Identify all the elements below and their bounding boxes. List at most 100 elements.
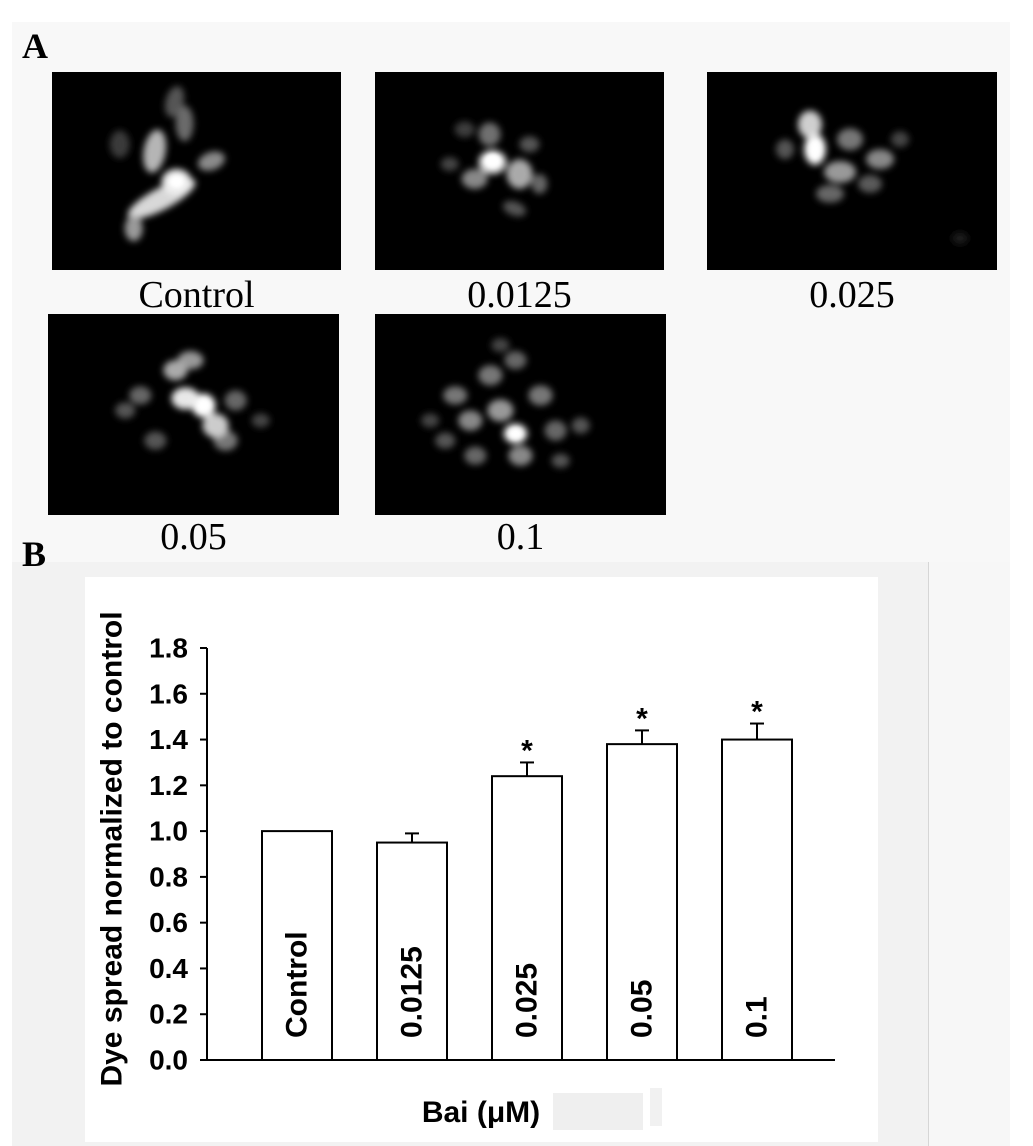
caption-0-1: 0.1: [496, 516, 545, 558]
background-patch: [650, 1088, 662, 1126]
cell: [519, 136, 540, 153]
cell: [891, 131, 909, 148]
chart-marks: 0.0 0.2 0.4 0.6 0.8 1.0 1.2 1.4 1.6 1.8 Control 0.0…: [149, 633, 793, 1076]
y-tick-label: 0.8: [149, 861, 188, 892]
cell: [124, 215, 143, 242]
y-tick-label: 0.6: [149, 907, 188, 938]
bright-cell: [484, 154, 501, 169]
bar-category-label: 0.05: [626, 980, 659, 1038]
cell: [824, 161, 856, 183]
micrograph-0-0125: [375, 72, 664, 270]
cell: [175, 105, 194, 142]
cell: [952, 232, 968, 245]
cell: [461, 169, 488, 189]
cell: [487, 399, 514, 422]
x-axis-label: Bai (μM): [422, 1096, 540, 1129]
bar-control: [261, 830, 333, 1061]
bar-category-label: 0.0125: [396, 946, 429, 1038]
bar-0-025: [491, 775, 563, 1062]
cell: [504, 351, 527, 370]
panel-b-side-background: [929, 562, 1010, 1146]
bar-category-label: 0.1: [741, 996, 774, 1038]
cell: [508, 445, 533, 466]
caption-control: Control: [138, 274, 255, 316]
caption-0-025: 0.025: [809, 274, 895, 316]
bar-category-label: Control: [281, 931, 314, 1038]
y-tick-label: 1.8: [149, 633, 188, 664]
background-patch: [553, 1093, 643, 1130]
cell: [544, 420, 567, 441]
y-tick-label: 1.4: [149, 724, 188, 755]
cell: [491, 338, 510, 353]
significance-asterisk: *: [751, 696, 763, 729]
y-tick-label: 1.6: [149, 678, 188, 709]
bright-cell: [508, 427, 523, 440]
caption-0-0125: 0.0125: [467, 274, 572, 316]
bar-category-label: 0.025: [511, 963, 544, 1038]
micrograph-0-025: [707, 72, 997, 270]
y-tick-label: 0.4: [149, 953, 188, 984]
cell-cluster: [109, 86, 225, 242]
cell: [454, 121, 475, 138]
cell: [224, 390, 247, 411]
panel-divider: [928, 562, 929, 1146]
cell: [443, 386, 468, 405]
bright-cell: [196, 398, 211, 413]
cell: [144, 431, 167, 450]
bar-0-05: [606, 743, 678, 1061]
cell: [163, 360, 188, 381]
cell: [440, 157, 459, 171]
cell: [866, 149, 894, 170]
cell: [528, 385, 553, 406]
micrograph-image: [421, 338, 590, 468]
cell-cluster: [776, 110, 968, 245]
cell: [464, 446, 487, 465]
y-tick-label: 0.0: [149, 1045, 188, 1076]
cell: [435, 432, 456, 449]
bar-chart: 0.0 0.2 0.4 0.6 0.8 1.0 1.2 1.4 1.6 1.8 Control 0.0…: [96, 611, 835, 1130]
bright-cell: [169, 175, 184, 188]
cell: [421, 413, 440, 428]
cell: [551, 453, 570, 468]
micrograph-image: [109, 86, 225, 242]
y-tick-label: 0.2: [149, 999, 188, 1030]
panel-b-label: B: [22, 534, 47, 574]
significance-asterisk: *: [636, 702, 648, 735]
micrograph-0-05: [48, 314, 339, 515]
cell-cluster: [421, 338, 590, 468]
cell: [837, 128, 863, 151]
cell: [478, 365, 503, 386]
cell: [251, 413, 270, 428]
cell: [202, 413, 229, 438]
cell: [776, 139, 794, 160]
y-tick-label: 1.0: [149, 816, 188, 847]
micrograph-image: [115, 351, 270, 451]
cell: [816, 184, 844, 203]
micrograph-0-1: [375, 314, 666, 515]
micrograph-control: [52, 72, 341, 270]
cell: [798, 110, 822, 139]
bar-0-1: [721, 738, 793, 1062]
panel-a-label: A: [22, 26, 48, 66]
cell-cluster: [115, 351, 270, 451]
micrograph-image: [776, 110, 968, 245]
cell: [506, 159, 533, 189]
cell: [503, 200, 527, 217]
cell: [115, 402, 136, 419]
caption-0-05: 0.05: [160, 516, 227, 558]
y-axis-label: Dye spread normalized to control: [96, 611, 129, 1086]
cell: [129, 386, 152, 405]
bright-cell: [809, 139, 821, 160]
cell: [531, 173, 548, 194]
cell: [478, 122, 501, 147]
cell: [458, 410, 483, 431]
cell-cluster: [440, 121, 548, 217]
micrograph-image: [440, 121, 548, 217]
cell: [858, 174, 882, 193]
y-tick-label: 1.2: [149, 770, 188, 801]
cell: [571, 417, 590, 434]
cell: [143, 129, 167, 173]
significance-asterisk: *: [521, 734, 533, 767]
cell: [109, 130, 130, 159]
cell: [197, 151, 225, 171]
